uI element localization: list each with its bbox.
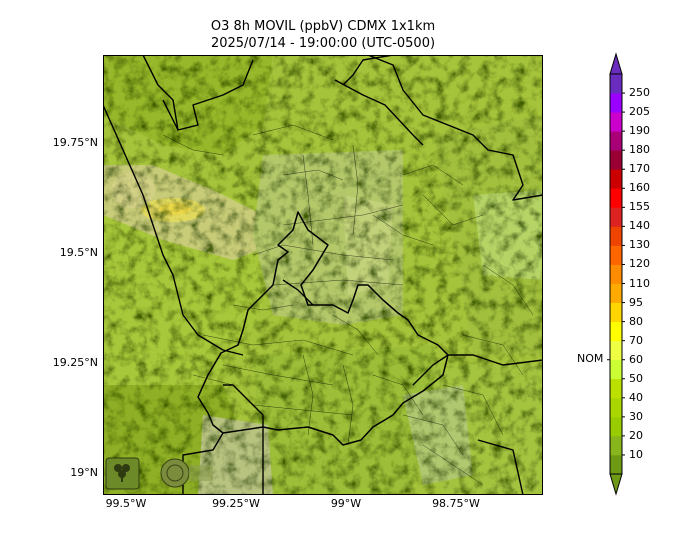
lat-label-19: 19°N — [70, 466, 98, 479]
colorbar-extend-bottom — [609, 473, 623, 496]
colorbar-segment — [610, 397, 622, 418]
colorbar-tick-label: 110 — [629, 276, 650, 290]
colorbar-segment — [610, 169, 622, 189]
colorbar-tick-label: 205 — [629, 105, 650, 119]
colorbar-tick-label: 20 — [629, 428, 643, 442]
cdmx-boundary — [197, 211, 449, 446]
colorbar-tick-label: 155 — [629, 200, 650, 214]
colorbar-segment — [610, 131, 622, 151]
colorbar-segment — [610, 359, 622, 380]
lon-label-99-5: 99.5°W — [105, 497, 147, 510]
colorbar-segment — [610, 283, 622, 303]
colorbar-tick-label: 80 — [629, 314, 643, 328]
chart-title-line1: O3 8h MOVIL (ppbV) CDMX 1x1km — [210, 19, 436, 34]
lon-label-99-25: 99.25°W — [212, 497, 260, 510]
colorbar-tick-label: 190 — [629, 124, 650, 138]
colorbar-tick-label: 50 — [629, 371, 643, 385]
sedema-logo — [105, 457, 140, 490]
colorbar-segment — [610, 302, 622, 323]
colorbar-tick-label: 40 — [629, 390, 643, 404]
colorbar-segment — [610, 150, 622, 170]
colorbar-segment — [610, 74, 622, 94]
colorbar-segment — [610, 321, 622, 342]
lat-label-19-75: 19.75°N — [52, 136, 98, 149]
colorbar-tick-label: 140 — [629, 219, 650, 233]
colorbar-segment — [610, 416, 622, 437]
colorbar — [607, 52, 625, 496]
colorbar-segment — [610, 188, 622, 208]
colorbar-segment — [610, 378, 622, 399]
colorbar-tick-label: 70 — [629, 333, 643, 347]
colorbar-tick-label: 160 — [629, 181, 650, 195]
colorbar-segment — [610, 454, 622, 475]
colorbar-tick-label: 250 — [629, 86, 650, 100]
colorbar-tick-label: 180 — [629, 143, 650, 157]
chart-title-line2: 2025/07/14 - 19:00:00 (UTC-0500) — [210, 36, 436, 51]
colorbar-segment — [610, 340, 622, 361]
colorbar-tick-label: 170 — [629, 162, 650, 176]
colorbar-extend-top — [609, 52, 623, 75]
lat-label-19-25: 19.25°N — [52, 356, 98, 369]
lon-label-98-75: 98.75°W — [432, 497, 480, 510]
colorbar-segment — [610, 93, 622, 113]
colorbar-segment — [610, 245, 622, 265]
colorbar-segment — [610, 264, 622, 284]
nom-reference-label: NOM — [577, 352, 604, 365]
colorbar-tick-label: 120 — [629, 257, 650, 271]
colorbar-tick-label: 95 — [629, 295, 643, 309]
colorbar-segment — [610, 112, 622, 132]
colorbar-segment — [610, 226, 622, 246]
ozone-map — [103, 55, 543, 495]
colorbar-tick-label: 30 — [629, 409, 643, 423]
colorbar-segment — [610, 207, 622, 227]
colorbar-segment — [610, 435, 622, 456]
lon-label-99: 99°W — [330, 497, 362, 510]
cdmx-logo — [160, 458, 213, 488]
lat-label-19-5: 19.5°N — [59, 246, 98, 259]
colorbar-tick-label: 130 — [629, 238, 650, 252]
colorbar-tick-label: 10 — [629, 447, 643, 461]
colorbar-tick-label: 60 — [629, 352, 643, 366]
